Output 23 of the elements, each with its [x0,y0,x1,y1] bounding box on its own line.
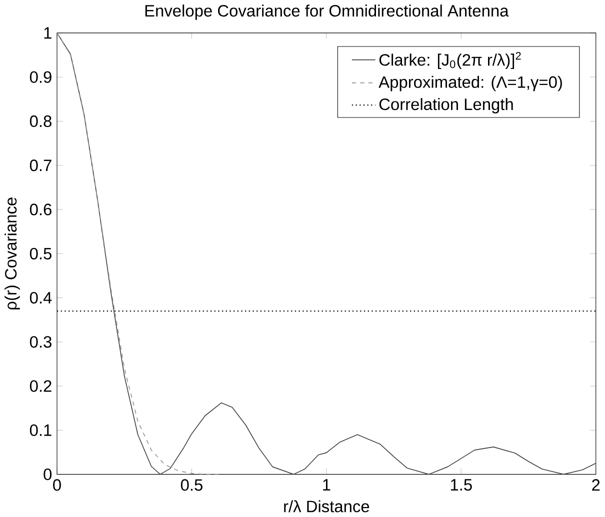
y-tick-label: 0.1 [30,424,52,436]
x-tick-label: 0.5 [180,479,202,491]
y-tick-label: 0.6 [30,204,52,216]
y-tick-label: 1 [44,27,52,39]
y-tick-label: 0.9 [30,71,52,83]
y-tick-label: 0.3 [30,336,52,348]
legend-label: Correlation Length [379,98,513,114]
chart-title: Envelope Covariance for Omnidirectional Antenna [145,4,509,20]
x-tick-label: 2 [592,479,600,491]
y-axis-title: ρ(r) Covariance [4,198,20,310]
y-tick-label: 0.5 [30,248,52,260]
y-tick-label: 0.8 [30,115,52,128]
y-tick-label: 0.7 [30,160,52,172]
line-series [57,33,596,474]
x-axis-title: r/λ Distance [284,500,370,512]
y-tick-label: 0.4 [30,292,52,304]
x-tick-label: 0 [53,479,61,491]
legend-label: Approximated: (Λ=1,γ=0) [378,76,562,92]
y-tick-label: 0 [44,468,52,480]
legend-label: Clarke: [J$_{0}$(2π r/λ)]$^{2}$ [379,52,521,70]
x-tick-label: 1 [323,479,330,491]
x-tick-label: 1.5 [450,479,472,491]
y-tick-label: 0.2 [30,380,52,392]
